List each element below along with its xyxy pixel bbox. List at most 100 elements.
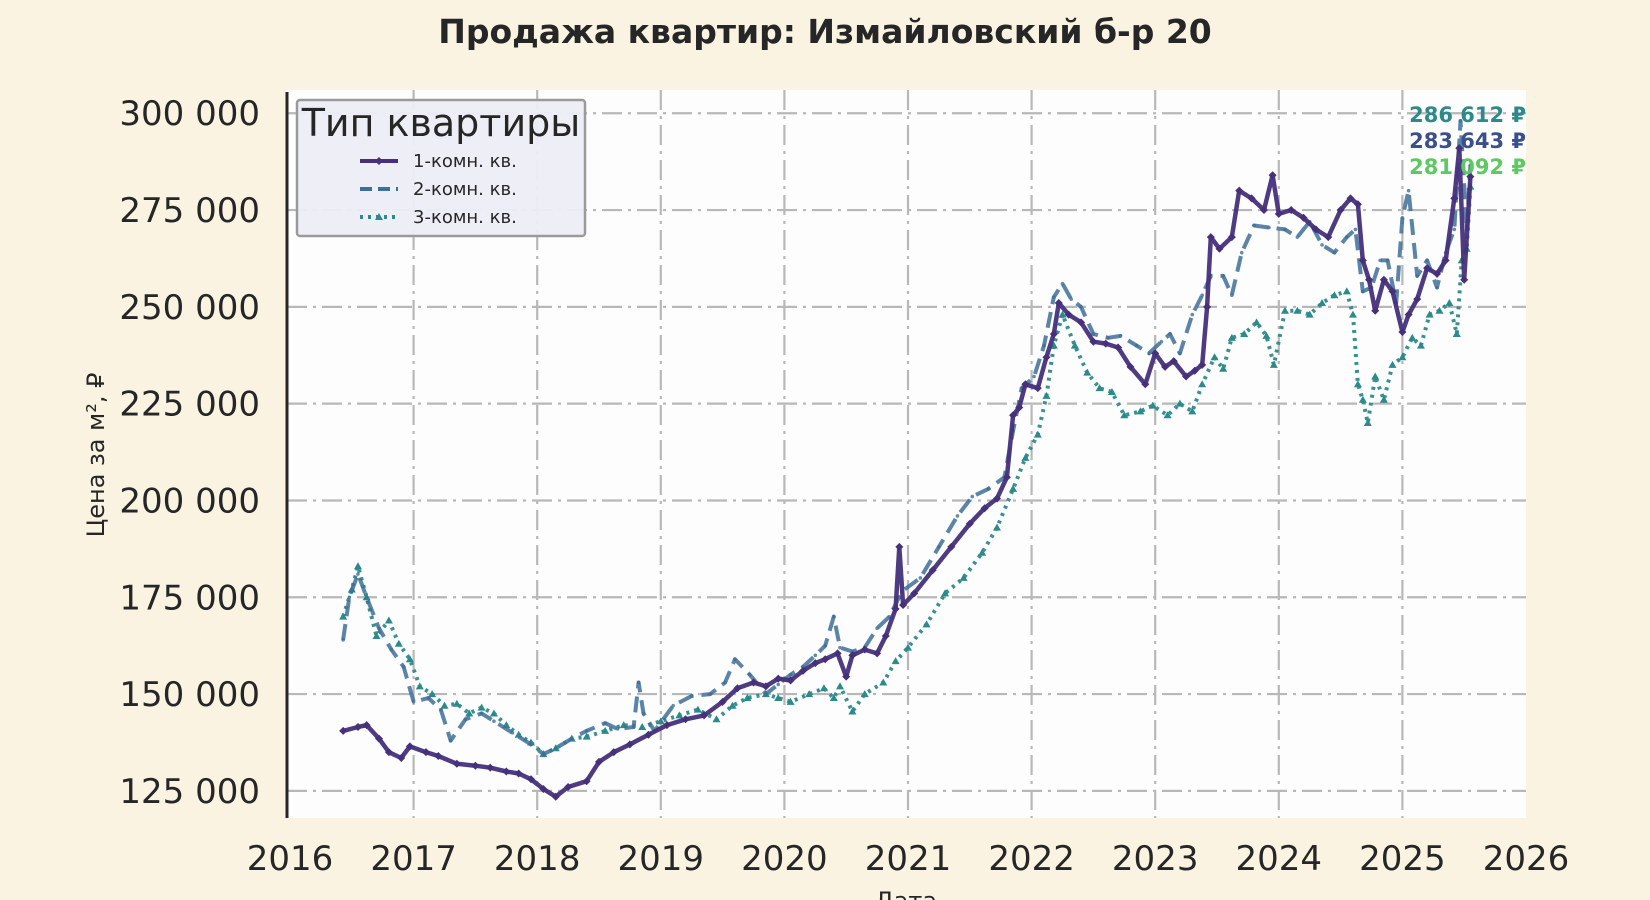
data-point (879, 678, 888, 686)
data-point (798, 666, 807, 675)
data-point (681, 715, 690, 724)
data-point (1083, 368, 1092, 376)
data-point (1283, 227, 1287, 232)
data-point (848, 651, 857, 660)
data-point (1054, 298, 1063, 307)
data-point (1336, 206, 1345, 215)
data-point (842, 672, 851, 681)
data-point (712, 715, 721, 723)
data-point (1398, 328, 1407, 337)
data-point (1235, 186, 1244, 195)
legend-label: 2-комн. кв. (413, 179, 517, 200)
data-point (733, 657, 737, 662)
data-point (448, 738, 453, 743)
data-point (1398, 353, 1407, 361)
data-point (625, 740, 634, 749)
data-point (1346, 194, 1355, 203)
data-point (743, 693, 752, 701)
data-point (339, 726, 348, 735)
data-point (1342, 287, 1351, 295)
data-point (1455, 144, 1464, 153)
data-point (918, 576, 923, 580)
data-point (764, 692, 768, 696)
data-point (1101, 339, 1110, 348)
data-point (1190, 312, 1195, 317)
data-point (891, 657, 900, 665)
data-point (1460, 275, 1469, 284)
data-point (1433, 269, 1442, 278)
data-point (832, 614, 836, 619)
data-point (636, 680, 641, 685)
data-point (1267, 225, 1271, 230)
data-point (356, 572, 360, 576)
data-point (362, 721, 371, 730)
data-point (693, 705, 702, 713)
data-point (353, 562, 362, 570)
data-point (786, 697, 795, 705)
data-point (910, 589, 919, 598)
data-point (833, 649, 842, 658)
data-point (1416, 341, 1425, 349)
data-point (848, 707, 857, 715)
data-point (1353, 380, 1362, 388)
data-point (1371, 306, 1380, 315)
data-point (582, 777, 591, 786)
data-point (821, 655, 830, 664)
data-point (860, 690, 869, 698)
data-point (609, 748, 618, 757)
data-point (1320, 243, 1324, 247)
data-point (595, 757, 603, 766)
data-point (1095, 384, 1104, 392)
data-point (904, 643, 912, 651)
data-point (1379, 275, 1388, 284)
data-point (1002, 473, 1011, 482)
end-labels: 286 612 ₽283 643 ₽281 092 ₽ (1409, 103, 1526, 179)
data-point (941, 589, 950, 597)
data-point (1049, 329, 1058, 338)
data-point (675, 711, 684, 719)
data-point (1371, 372, 1380, 380)
data-point (1070, 341, 1079, 349)
data-point (1441, 256, 1450, 265)
data-point (1015, 403, 1024, 412)
data-point (1198, 380, 1207, 388)
data-point (1042, 353, 1051, 362)
data-point (394, 639, 403, 647)
data-point (527, 775, 536, 784)
data-point (1210, 353, 1219, 361)
data-point (970, 494, 975, 499)
data-point (671, 703, 675, 708)
x-tick-label: 2026 (1483, 839, 1570, 879)
data-point (1182, 372, 1191, 381)
data-point (551, 792, 560, 801)
data-point (1091, 332, 1096, 336)
data-point (584, 729, 589, 733)
data-point (1311, 225, 1320, 234)
data-point (774, 693, 783, 701)
data-point (415, 682, 424, 690)
data-point (1198, 360, 1207, 369)
data-point (1052, 295, 1056, 299)
data-point (564, 783, 573, 792)
y-tick-label: 250 000 (119, 288, 260, 328)
end-value-label: 286 612 ₽ (1409, 103, 1526, 127)
data-point (1468, 163, 1473, 167)
data-point (486, 763, 495, 772)
y-axis-label: Цена за м², ₽ (82, 373, 110, 538)
data-point (1252, 318, 1261, 326)
data-point (774, 674, 783, 683)
data-point (947, 542, 956, 551)
data-point (959, 573, 968, 581)
data-point (492, 719, 496, 723)
data-point (341, 638, 345, 642)
data-point (1388, 360, 1397, 368)
data-point (1077, 318, 1086, 327)
data-point (1190, 366, 1199, 375)
series-layer (339, 119, 1475, 801)
data-point (700, 711, 709, 720)
data-point (1126, 362, 1135, 371)
data-point (426, 696, 431, 700)
data-point (980, 504, 989, 513)
data-point (1188, 407, 1197, 415)
